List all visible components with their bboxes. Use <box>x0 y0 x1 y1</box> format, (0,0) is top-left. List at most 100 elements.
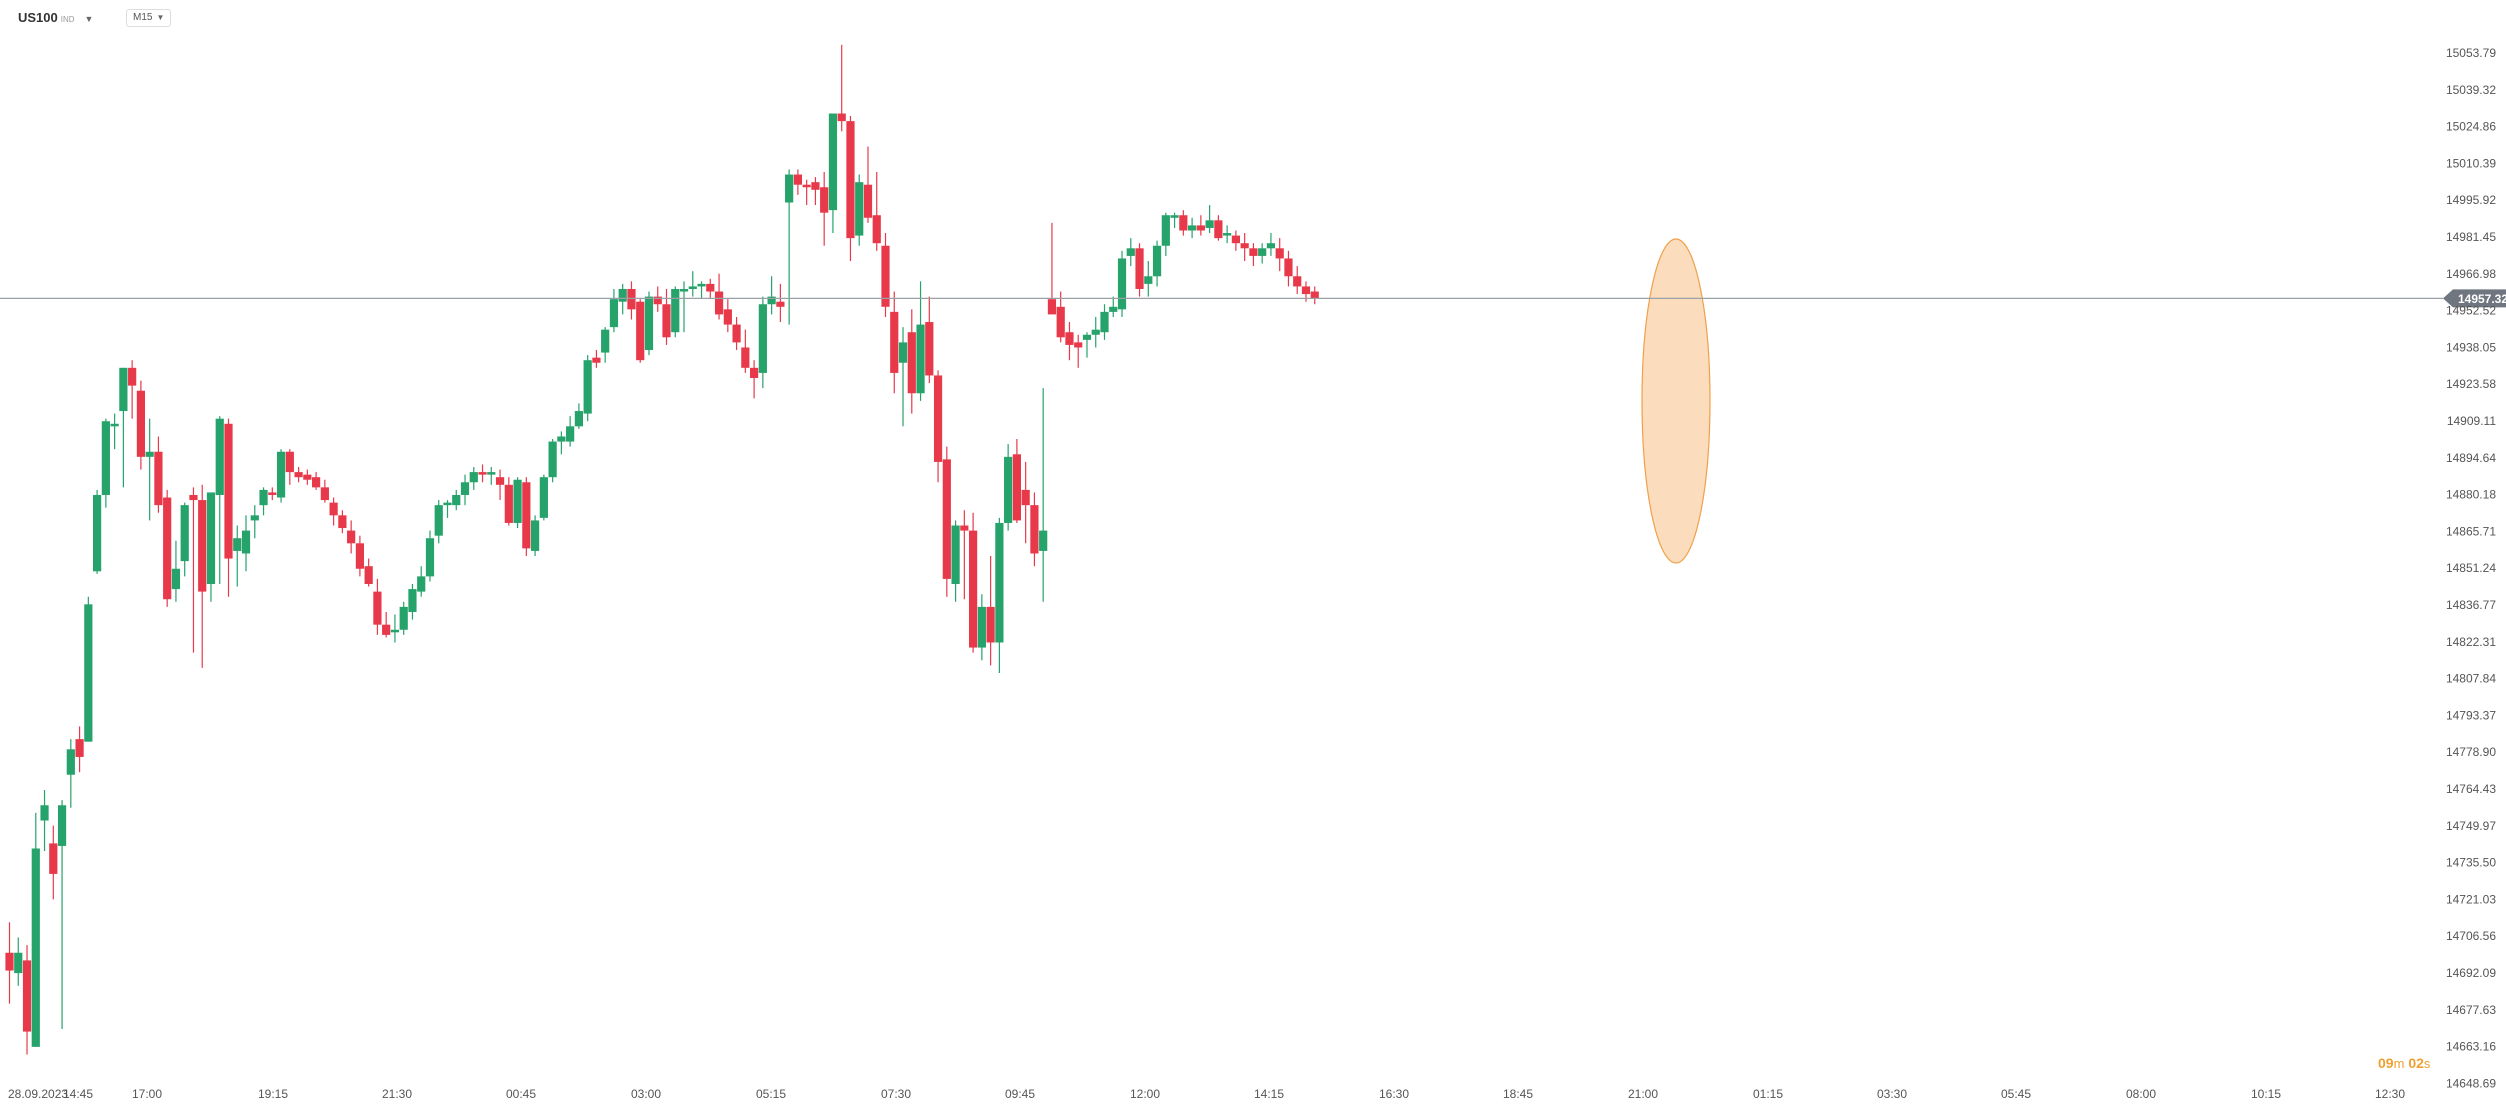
time-tick-label: 14:45 <box>63 1087 93 1101</box>
timeframe-selector[interactable]: M15 ▼ <box>126 9 172 27</box>
price-tick-label: 14894.64 <box>2446 451 2496 465</box>
price-tick-label: 14764.43 <box>2446 782 2496 796</box>
candle-body <box>163 497 172 600</box>
candle <box>504 477 513 526</box>
candle <box>618 283 627 315</box>
candle <box>793 169 802 195</box>
candle-body <box>390 629 400 633</box>
candle-body <box>723 309 732 325</box>
price-tick-label: 14749.97 <box>2446 819 2496 833</box>
candle-body <box>259 489 268 506</box>
candle <box>1161 212 1170 256</box>
candle-body <box>1179 215 1188 231</box>
candle <box>1030 492 1039 567</box>
candle-body <box>373 591 382 625</box>
candle <box>460 474 470 506</box>
candle-body <box>1152 245 1162 277</box>
candle-body <box>14 952 23 974</box>
candle-body <box>434 505 443 536</box>
candle-body <box>863 184 873 218</box>
time-tick-label: 07:30 <box>881 1087 911 1101</box>
candle-body <box>1293 276 1302 287</box>
time-tick-label: 18:45 <box>1503 1087 1533 1101</box>
candle <box>443 500 452 518</box>
candle-body <box>828 113 838 211</box>
price-tick-label: 14721.03 <box>2446 892 2496 906</box>
candle-body <box>329 502 338 516</box>
candle-body <box>969 530 978 648</box>
candle <box>863 146 873 223</box>
candle-body <box>793 174 802 185</box>
candle <box>487 467 496 485</box>
time-tick-label: 09:45 <box>1005 1087 1035 1101</box>
price-tick-label: 14648.69 <box>2446 1076 2496 1090</box>
candle <box>469 467 478 490</box>
candle-body <box>776 301 785 307</box>
time-tick-label: 21:30 <box>382 1087 412 1101</box>
candle-body <box>189 494 198 501</box>
candle-body <box>303 474 312 480</box>
candle <box>531 515 540 557</box>
candle-body <box>574 411 583 427</box>
candle-body <box>522 482 531 549</box>
candle-body <box>881 245 890 307</box>
candle-body <box>1065 332 1074 345</box>
candle <box>250 505 259 539</box>
candle <box>1012 439 1021 523</box>
candle-body <box>460 482 470 495</box>
candle <box>741 329 750 373</box>
candle <box>5 922 14 1004</box>
candle-body <box>487 472 496 475</box>
candle <box>872 171 881 251</box>
candle <box>1021 461 1030 544</box>
candle-body <box>1205 220 1214 228</box>
candle <box>206 492 216 602</box>
candle <box>776 283 785 323</box>
candle-body <box>101 421 110 495</box>
candle <box>758 296 767 389</box>
candle-body <box>1266 243 1276 249</box>
candle-body <box>22 960 32 1032</box>
candle-body <box>977 606 986 648</box>
candle <box>93 489 102 574</box>
candle-body <box>1249 248 1258 256</box>
candle-body <box>601 329 610 353</box>
candle <box>1004 444 1013 531</box>
time-tick-label: 05:45 <box>2001 1087 2031 1101</box>
candle-body <box>1091 329 1100 335</box>
chart-toolbar: US100 IND ▼ M15 ▼ <box>0 0 2400 36</box>
candle <box>171 540 181 602</box>
candle-body <box>714 291 724 315</box>
candle-body <box>820 187 829 213</box>
candle <box>233 525 242 587</box>
candle-body <box>706 283 715 292</box>
candle-body <box>1196 225 1205 231</box>
candle-body <box>145 451 154 457</box>
candle-body <box>1240 243 1249 249</box>
price-tick-label: 14938.05 <box>2446 340 2496 354</box>
candle-body <box>627 288 636 310</box>
candle-body <box>408 589 417 612</box>
candle-body <box>443 502 452 506</box>
candle-body <box>355 543 364 569</box>
candle <box>1231 230 1240 251</box>
candle <box>390 614 400 643</box>
candle-body <box>583 360 592 414</box>
candle-body <box>1012 454 1021 521</box>
symbol-selector[interactable]: US100 IND ▼ <box>18 10 93 25</box>
candle <box>1065 322 1074 361</box>
candle <box>679 281 689 333</box>
current-price-label: 14957.32 <box>2458 292 2506 306</box>
candle-body <box>136 390 145 457</box>
candle-body <box>478 472 487 475</box>
candle <box>285 449 294 485</box>
time-tick-label: 03:30 <box>1877 1087 1907 1101</box>
candle <box>1266 233 1276 256</box>
candle <box>198 484 207 668</box>
candle <box>294 467 303 483</box>
candle <box>347 520 356 554</box>
candle <box>609 288 619 333</box>
candle <box>1293 266 1302 295</box>
candle <box>101 418 110 508</box>
